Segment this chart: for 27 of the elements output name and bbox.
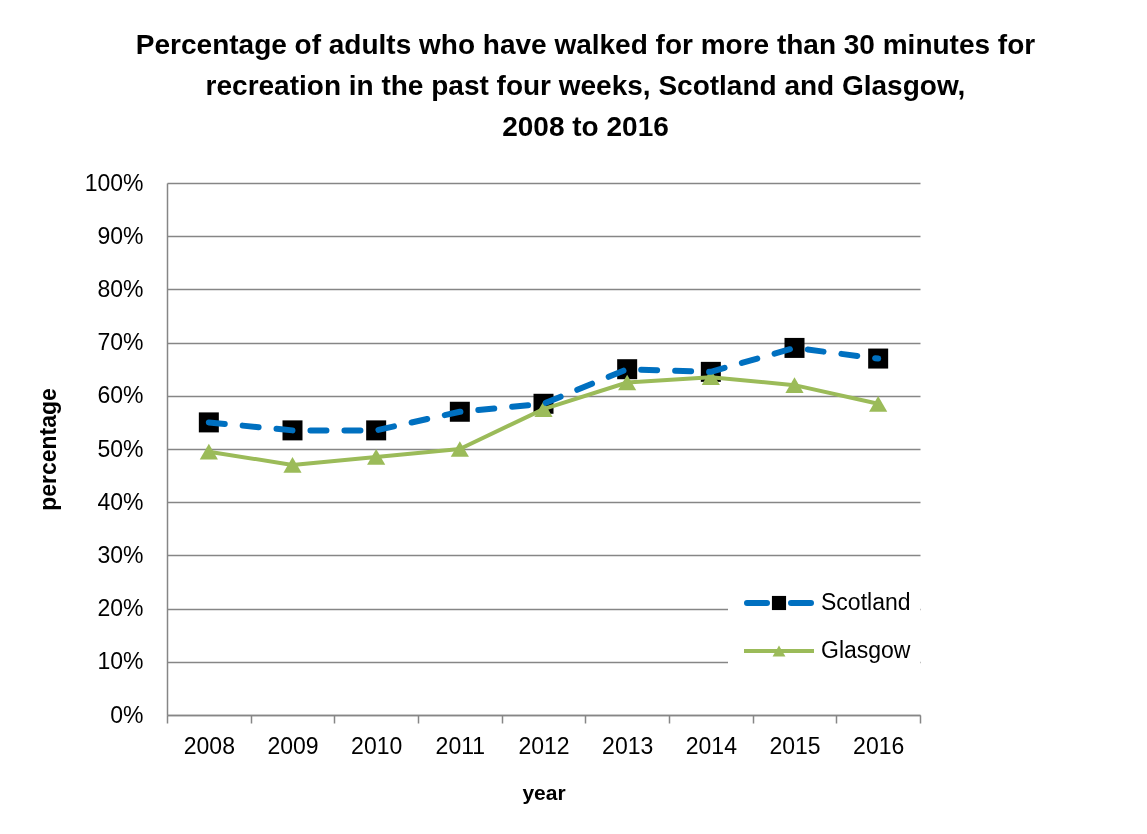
y-tick-label: 0% <box>110 701 144 728</box>
x-tick-label: 2016 <box>853 732 905 759</box>
y-tick-label: 90% <box>97 222 144 249</box>
legend-label: Scotland <box>821 589 911 615</box>
point <box>869 395 888 412</box>
y-tick-label: 70% <box>97 329 144 356</box>
x-tick-label: 2013 <box>602 732 654 759</box>
point <box>199 443 218 460</box>
x-tick-label: 2011 <box>435 732 486 759</box>
y-tick-label: 50% <box>97 435 144 462</box>
y-tick-label: 80% <box>97 275 144 302</box>
x-tick-label: 2010 <box>351 732 403 759</box>
y-tick-label: 10% <box>97 648 144 675</box>
x-tick-label: 2014 <box>685 732 738 759</box>
x-tick-label: 2008 <box>183 732 235 759</box>
x-axis-title: year <box>522 780 566 804</box>
y-tick-label: 30% <box>97 541 144 568</box>
y-tick-label: 100% <box>84 169 144 196</box>
x-tick-label: 2012 <box>518 732 570 759</box>
y-tick-label: 40% <box>97 488 144 515</box>
x-tick-label: 2015 <box>769 732 821 759</box>
y-axis-title: percentage <box>34 388 61 511</box>
y-tick-label: 60% <box>97 382 144 409</box>
chart-title: Percentage of adults who have walked for more than 30 minutes for recreation in the past four weeks, Scotland and Glasgow, 2008 to 2016 <box>135 29 1036 142</box>
legend-label: Glasgow <box>821 637 911 663</box>
y-tick-label: 20% <box>97 595 144 622</box>
x-tick-label: 2009 <box>267 732 319 759</box>
